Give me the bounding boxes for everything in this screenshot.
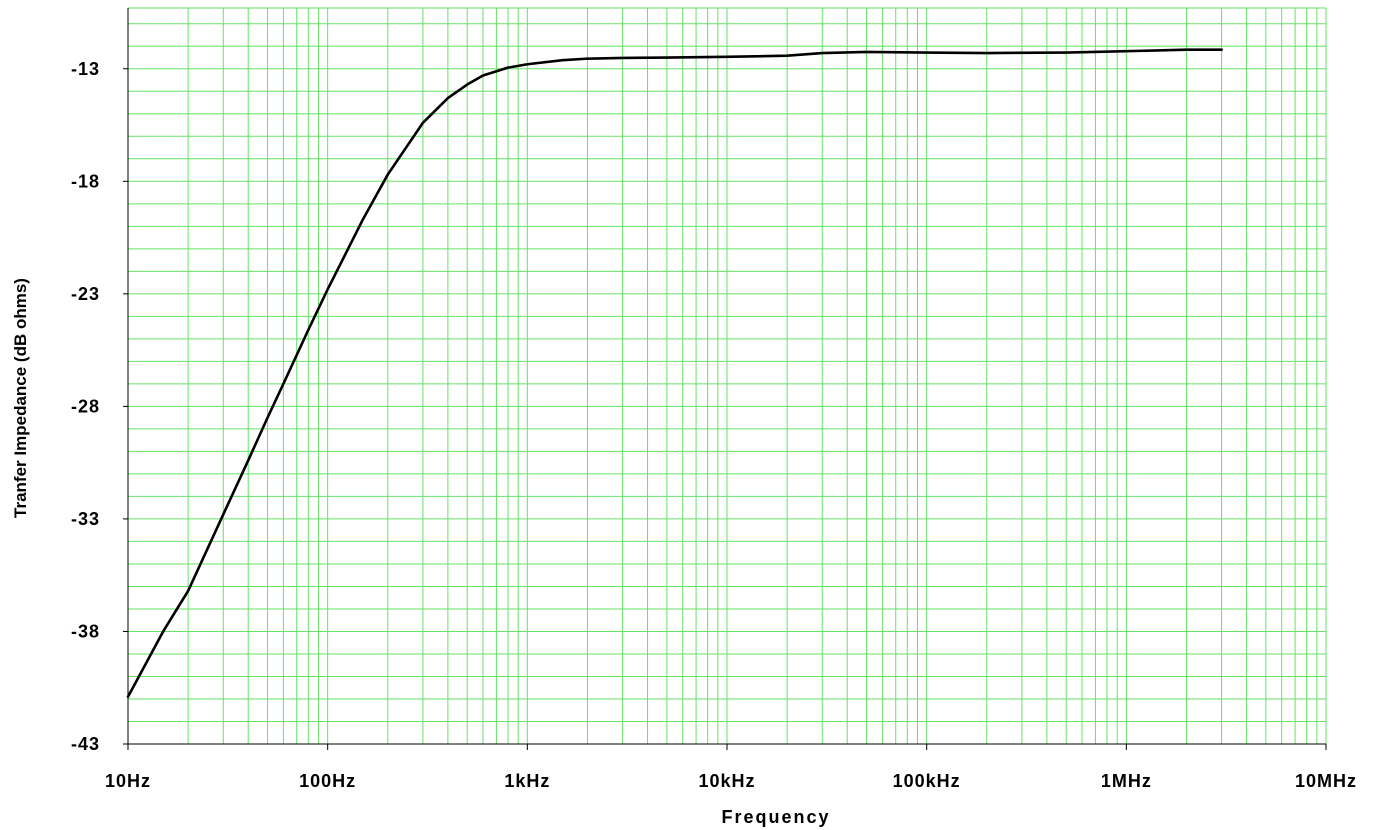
y-tick-label: -28 <box>71 396 100 416</box>
y-tick-label: -18 <box>71 171 100 191</box>
x-tick-label: 100Hz <box>299 771 356 791</box>
y-tick-label: -43 <box>71 734 100 754</box>
series-line <box>126 48 1223 699</box>
x-tick-label: 10MHz <box>1295 771 1357 791</box>
x-tick-label: 1MHz <box>1101 771 1152 791</box>
axes <box>123 8 1327 750</box>
x-tick-label: 100kHz <box>893 771 961 791</box>
x-axis-title: Frequency <box>721 807 830 827</box>
x-tick-label: 1kHz <box>504 771 550 791</box>
y-tick-labels: -13 -18 -23 -28 -33 -38 -43 <box>71 59 100 754</box>
y-axis-title: Tranfer Impedance (dB ohms) <box>11 278 30 518</box>
y-tick-label: -38 <box>71 621 100 641</box>
y-tick-label: -13 <box>71 59 100 79</box>
x-tick-label: 10Hz <box>105 771 151 791</box>
series-layer <box>126 48 1223 699</box>
x-tick-labels: 10Hz 100Hz 1kHz 10kHz 100kHz 1MHz 10MHz <box>105 771 1357 791</box>
x-tick-label: 10kHz <box>698 771 755 791</box>
y-tick-label: -23 <box>71 284 100 304</box>
y-tick-label: -33 <box>71 509 100 529</box>
major-gridlines <box>127 8 1327 744</box>
